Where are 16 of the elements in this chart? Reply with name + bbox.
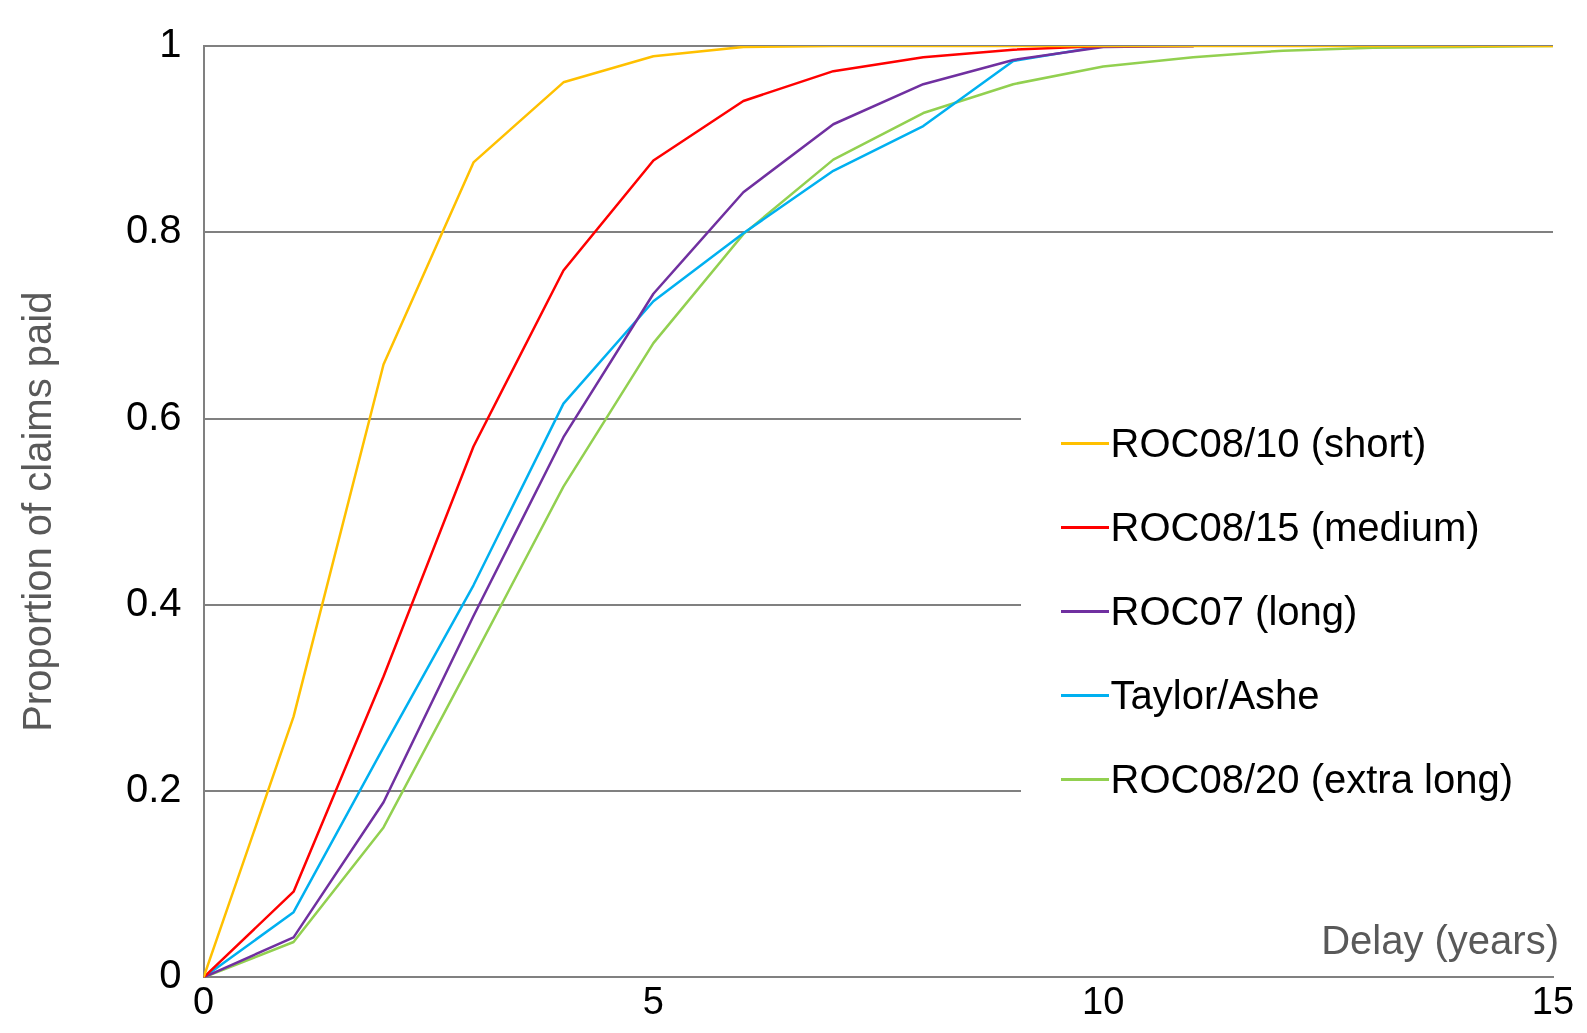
legend-label: ROC08/15 (medium)	[1110, 505, 1480, 551]
legend-label: Taylor/Ashe	[1110, 673, 1320, 719]
x-tick-label: 15	[1531, 979, 1575, 1022]
x-tick-label: 10	[1082, 979, 1125, 1022]
y-tick-label: 0.6	[126, 393, 182, 438]
legend-label: ROC08/10 (short)	[1110, 421, 1427, 467]
legend-label: ROC08/20 (extra long)	[1110, 757, 1513, 803]
x-tick-label: 0	[193, 979, 215, 1022]
y-tick-label: 1	[159, 21, 182, 66]
x-axis-title: Delay (years)	[1321, 918, 1559, 963]
y-tick-label: 0.4	[126, 579, 182, 624]
legend-label: ROC07 (long)	[1110, 589, 1358, 635]
y-tick-label: 0.2	[126, 766, 182, 811]
x-tick-label: 5	[642, 979, 664, 1022]
y-tick-label: 0.8	[126, 207, 182, 252]
y-axis-title: Proportion of claims paid	[15, 291, 60, 732]
